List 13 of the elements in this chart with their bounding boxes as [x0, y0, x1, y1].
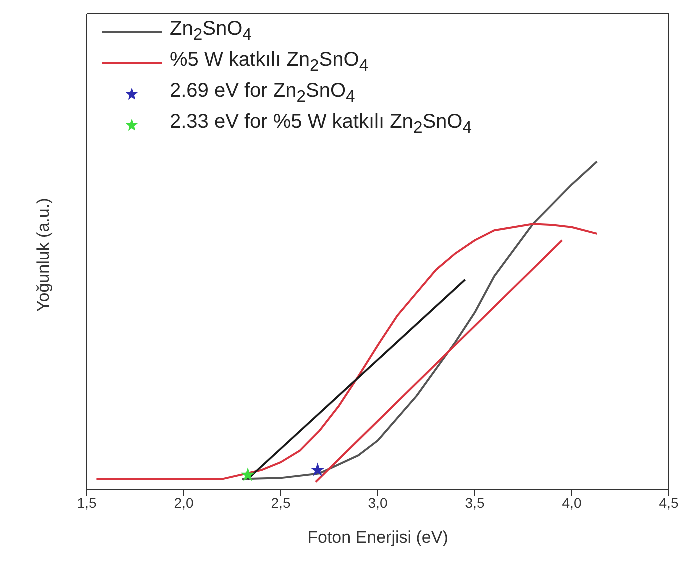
y-axis-title: Yoğunluk (a.u.) [34, 198, 54, 312]
x-tick-label: 3,0 [368, 494, 388, 511]
x-tick-label: 2,0 [174, 494, 194, 511]
x-tick-label: 4,0 [562, 494, 582, 511]
legend-label: %5 W katkılı Zn$_{2}$SnO$_{4}$ [170, 49, 369, 76]
x-tick-label: 3,5 [465, 494, 485, 511]
x-tick-label: 1,5 [77, 494, 97, 511]
legend-label: 2.69 eV for Zn$_{2}$SnO$_{4}$ [170, 80, 356, 107]
legend-label: Zn$_{2}$SnO$_{4}$ [170, 18, 252, 45]
legend-label: 2.33 eV for %5 W katkılı Zn$_{2}$SnO$_{4}$ [170, 111, 472, 138]
x-tick-label: 2,5 [271, 494, 291, 511]
x-tick-label: 4,5 [659, 494, 679, 511]
x-axis-title: Foton Enerjisi (eV) [308, 528, 448, 547]
